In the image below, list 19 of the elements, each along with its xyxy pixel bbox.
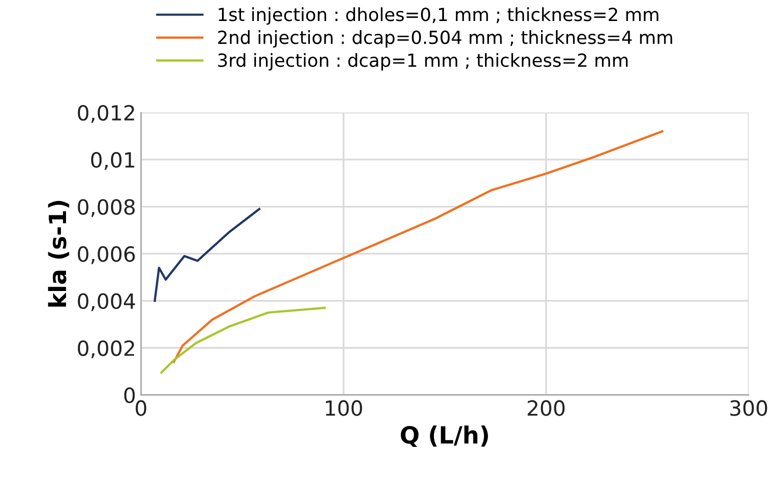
y-tick-label: 0,008 [78, 199, 135, 217]
y-axis-title: kla (s-1) [48, 200, 70, 307]
x-axis-title: Q (L/h) [400, 426, 488, 447]
x-tick-label: 0 [136, 400, 146, 416]
y-tick-label: 0,012 [78, 104, 134, 123]
y-tick-label: 0,006 [78, 246, 135, 264]
x-tick-label: 100 [326, 400, 362, 416]
x-tick-label: 300 [730, 400, 768, 416]
line-series [172, 130, 664, 364]
y-tick-label: 0 [124, 387, 135, 404]
x-tick-label: 200 [528, 400, 565, 416]
y-tick-label: 0,01 [91, 152, 134, 170]
line-series [154, 208, 260, 302]
legend-label: 3rd injection : dcap=1 mm ; thickness=2 mm [218, 53, 628, 71]
legend-label: 2nd injection : dcap=0.504 mm ; thickness=4 mm [218, 30, 672, 48]
y-tick-label: 0,004 [78, 293, 135, 312]
line-series [160, 306, 326, 374]
legend-label: 1st injection : dholes=0,1 mm ; thickness=2 mm [218, 7, 658, 25]
y-tick-label: 0,002 [78, 340, 134, 358]
